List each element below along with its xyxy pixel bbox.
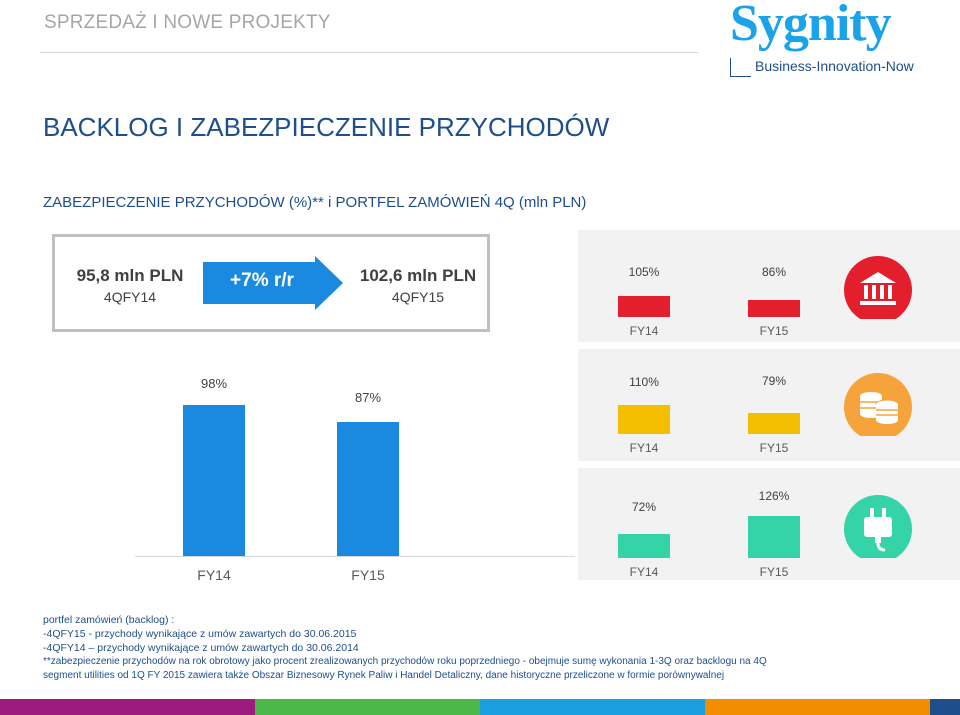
- xtick-fy14-red: FY14: [629, 324, 659, 338]
- bottom-bar-segment-1: [0, 699, 255, 715]
- label-fy15-red: 86%: [761, 265, 787, 279]
- logo-bracket: [730, 58, 751, 77]
- logo-tagline: Business-Innovation-Now: [755, 58, 914, 74]
- bar-fy14-total: [183, 405, 245, 556]
- growth-label: +7% r/r: [230, 270, 294, 291]
- xtick-fy14-teal: FY14: [629, 565, 659, 579]
- xtick-fy15-yellow: FY15: [759, 441, 789, 455]
- main-chart-baseline: [135, 556, 575, 557]
- header-divider: [40, 52, 698, 53]
- bar-fy15-teal: [748, 516, 800, 558]
- label-fy15-teal: 126%: [758, 489, 790, 503]
- label-fy14-yellow: 110%: [629, 375, 659, 389]
- xtick-fy15-red: FY15: [759, 324, 789, 338]
- bottom-bar-segment-2: [255, 699, 480, 715]
- xtick-fy14-yellow: FY14: [629, 441, 659, 455]
- bar-fy15-yellow: [748, 413, 800, 434]
- backlog-fy14-value: 95,8 mln PLN: [76, 266, 184, 285]
- label-fy14-total: 98%: [200, 376, 228, 391]
- bar-fy14-red: [618, 296, 670, 317]
- note-line-5: segment utilities od 1Q FY 2015 zawiera …: [43, 670, 725, 681]
- xtick-fy15-total: FY15: [351, 567, 385, 583]
- bar-fy15-total: [337, 422, 399, 556]
- bar-fy14-yellow: [618, 405, 670, 434]
- xtick-fy15-teal: FY15: [759, 565, 789, 579]
- backlog-fy15-value: 102,6 mln PLN: [359, 266, 477, 285]
- plug-icon: [844, 495, 912, 558]
- bank-icon: [844, 256, 912, 319]
- growth-arrow-icon: [203, 256, 343, 310]
- label-fy14-red: 105%: [628, 265, 660, 279]
- coins-icon: [844, 373, 912, 436]
- bottom-bar-segment-3: [480, 699, 705, 715]
- backlog-fy15-period: 4QFY15: [391, 289, 445, 305]
- backlog-fy14-period: 4QFY14: [103, 289, 157, 305]
- page-title: BACKLOG I ZABEZPIECZENIE PRZYCHODÓW: [43, 112, 610, 142]
- label-fy15-total: 87%: [354, 390, 382, 405]
- logo-wordmark: Sygnity: [730, 0, 892, 52]
- chart-subtitle: ZABEZPIECZENIE PRZYCHODÓW (%)** i PORTFE…: [43, 194, 587, 211]
- bar-fy14-teal: [618, 534, 670, 558]
- note-line-3: -4QFY14 – przychody wynikające z umów za…: [43, 642, 359, 654]
- bar-fy15-red: [748, 299, 800, 317]
- note-line-1: portfel zamówień (backlog) :: [43, 614, 175, 626]
- label-fy15-yellow: 79%: [761, 374, 787, 388]
- section-title: SPRZEDAŻ I NOWE PROJEKTY: [44, 12, 331, 33]
- bottom-bar-segment-5: [930, 699, 960, 715]
- label-fy14-teal: 72%: [631, 500, 657, 514]
- bottom-bar-segment-4: [705, 699, 930, 715]
- note-line-2: -4QFY15 - przychody wynikające z umów za…: [43, 628, 357, 640]
- note-line-4: **zabezpieczenie przychodów na rok obrot…: [43, 656, 767, 667]
- xtick-fy14-total: FY14: [197, 567, 231, 583]
